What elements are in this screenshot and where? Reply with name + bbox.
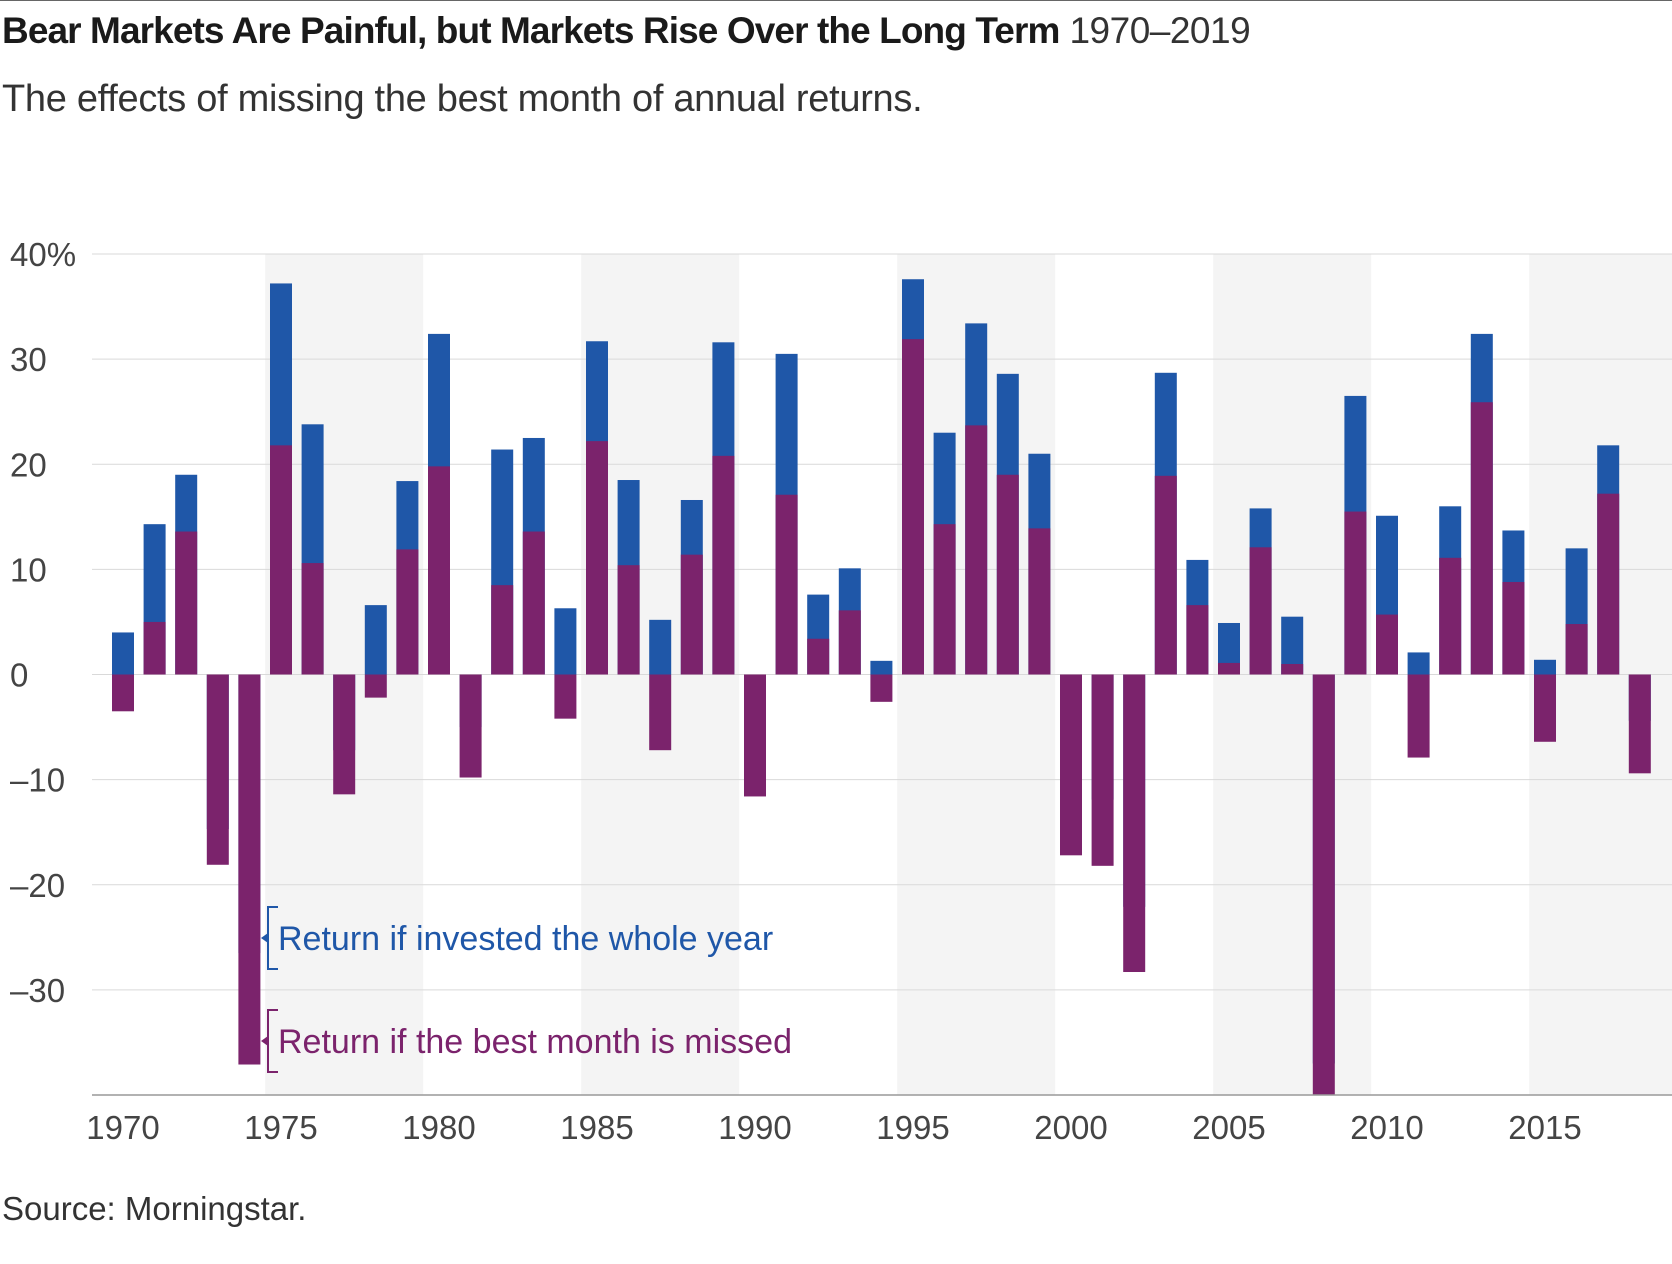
best-missed-bar-1974 bbox=[238, 674, 261, 1065]
best-missed-bar-1978 bbox=[364, 674, 387, 698]
whole-year-bar-1984 bbox=[554, 608, 577, 675]
best-missed-bar-1999 bbox=[1028, 528, 1051, 675]
best-missed-bar-1991 bbox=[775, 494, 798, 675]
best-missed-bar-1994 bbox=[870, 674, 893, 702]
y-tick-label: –20 bbox=[10, 867, 65, 904]
whole-year-bar-2011 bbox=[1407, 652, 1430, 675]
best-missed-bar-1975 bbox=[270, 445, 292, 675]
y-tick-label: 20 bbox=[10, 446, 47, 483]
x-tick-label: 1985 bbox=[560, 1109, 633, 1146]
best-missed-bar-1972 bbox=[175, 531, 198, 675]
x-tick-label: 1995 bbox=[876, 1109, 949, 1146]
x-tick-label: 2015 bbox=[1508, 1109, 1581, 1146]
legend-whole-year-label: Return if invested the whole year bbox=[278, 920, 773, 958]
y-tick-label: –10 bbox=[10, 762, 65, 799]
best-missed-bar-1986 bbox=[617, 565, 640, 675]
best-missed-bar-1981 bbox=[459, 674, 482, 778]
whole-year-bar-1994 bbox=[870, 660, 893, 675]
best-missed-bar-2008 bbox=[1312, 674, 1335, 1095]
y-tick-label: –30 bbox=[10, 972, 65, 1009]
y-tick-label: 40% bbox=[10, 236, 76, 273]
bars bbox=[112, 279, 1651, 1095]
best-missed-bar-2012 bbox=[1439, 557, 1462, 675]
best-missed-bar-2002 bbox=[1123, 674, 1146, 973]
best-missed-bar-1977 bbox=[333, 674, 356, 795]
x-tick-label: 1990 bbox=[718, 1109, 791, 1146]
best-missed-bar-2003 bbox=[1154, 475, 1177, 675]
best-missed-bar-1973 bbox=[206, 674, 229, 865]
best-missed-bar-2009 bbox=[1344, 511, 1367, 675]
best-missed-bar-1985 bbox=[586, 441, 608, 675]
best-missed-bar-1997 bbox=[965, 425, 988, 675]
best-missed-bar-2001 bbox=[1091, 674, 1114, 866]
best-missed-bar-1982 bbox=[491, 585, 514, 675]
best-missed-bar-1983 bbox=[522, 531, 545, 675]
y-tick-label: 30 bbox=[10, 341, 47, 378]
x-tick-label: 1975 bbox=[244, 1109, 317, 1146]
best-missed-bar-2000 bbox=[1060, 674, 1082, 856]
best-missed-bar-1970 bbox=[112, 674, 134, 712]
legend-best-missed-label: Return if the best month is missed bbox=[278, 1023, 792, 1061]
legend-whole-year: Return if invested the whole year bbox=[261, 906, 773, 970]
best-missed-bar-2004 bbox=[1186, 605, 1209, 675]
whole-year-bar-1987 bbox=[649, 619, 672, 675]
best-missed-bar-1976 bbox=[301, 563, 324, 675]
best-missed-bar-2016 bbox=[1565, 624, 1588, 675]
x-tick-label: 1980 bbox=[402, 1109, 475, 1146]
top-rule bbox=[0, 0, 1672, 1]
whole-year-bar-2007 bbox=[1281, 616, 1304, 675]
best-missed-bar-1980 bbox=[428, 466, 450, 675]
best-missed-bar-1995 bbox=[902, 339, 924, 675]
whole-year-bar-2005 bbox=[1218, 622, 1240, 675]
legend-best-missed-pointer bbox=[261, 1036, 268, 1046]
legend-best-missed: Return if the best month is missed bbox=[261, 1009, 792, 1073]
best-missed-bar-2013 bbox=[1470, 402, 1493, 675]
source-note: Source: Morningstar. bbox=[2, 1190, 307, 1227]
best-missed-bar-2006 bbox=[1249, 547, 1272, 675]
whole-year-bar-1970 bbox=[112, 632, 134, 675]
whole-year-bar-1978 bbox=[364, 605, 387, 675]
best-missed-bar-2010 bbox=[1376, 614, 1398, 675]
best-missed-bar-1992 bbox=[807, 638, 830, 675]
legend: Return if invested the whole year Return … bbox=[261, 906, 792, 1073]
y-tick-label: 10 bbox=[10, 551, 47, 588]
x-tick-label: 2010 bbox=[1350, 1109, 1423, 1146]
best-missed-bar-2015 bbox=[1534, 674, 1556, 742]
best-missed-bar-2017 bbox=[1597, 493, 1620, 675]
best-missed-bar-2007 bbox=[1281, 663, 1304, 675]
best-missed-bar-1984 bbox=[554, 674, 577, 719]
best-missed-bar-2011 bbox=[1407, 674, 1430, 758]
best-missed-bar-1989 bbox=[712, 455, 735, 675]
best-missed-bar-1993 bbox=[838, 610, 861, 675]
best-missed-bar-1996 bbox=[933, 524, 956, 675]
chart-title-range: 1970–2019 bbox=[1069, 10, 1251, 51]
x-tick-label: 1970 bbox=[86, 1109, 159, 1146]
best-missed-bar-1987 bbox=[649, 674, 672, 751]
best-missed-bar-1971 bbox=[143, 621, 166, 675]
x-tick-label: 2000 bbox=[1034, 1109, 1107, 1146]
best-missed-bar-2018 bbox=[1628, 674, 1651, 774]
best-missed-bar-2014 bbox=[1502, 581, 1525, 675]
chart-title: Bear Markets Are Painful, but Markets Ri… bbox=[2, 10, 1060, 51]
whole-year-bar-2015 bbox=[1534, 659, 1556, 675]
best-missed-bar-1988 bbox=[680, 554, 703, 675]
best-missed-bar-2005 bbox=[1218, 662, 1240, 675]
y-tick-label: 0 bbox=[10, 657, 28, 694]
chart-subtitle: The effects of missing the best month of… bbox=[2, 78, 923, 120]
best-missed-bar-1979 bbox=[396, 549, 419, 675]
best-missed-bar-1990 bbox=[744, 674, 766, 797]
best-missed-bar-1998 bbox=[996, 474, 1019, 675]
legend-whole-year-pointer bbox=[261, 933, 268, 943]
chart-header: Bear Markets Are Painful, but Markets Ri… bbox=[2, 10, 1251, 52]
x-tick-label: 2005 bbox=[1192, 1109, 1265, 1146]
